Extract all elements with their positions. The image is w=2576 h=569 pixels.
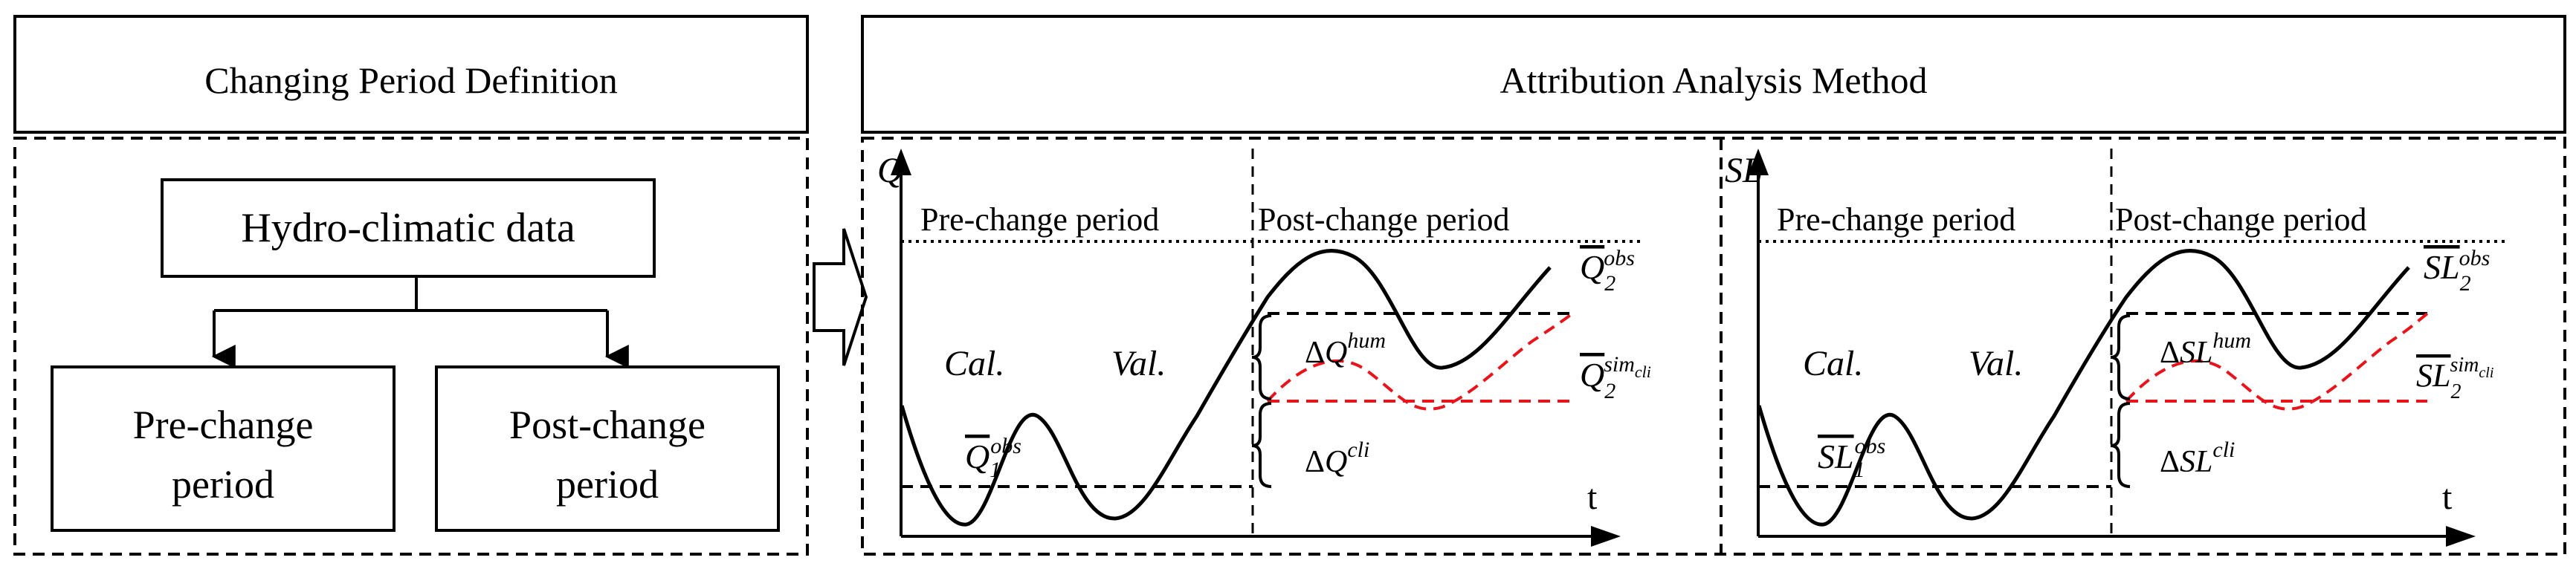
q-cli-brace [1251,402,1272,488]
q-hum-brace [1251,314,1272,400]
sl-cli-brace [2110,402,2131,488]
q-x-axis-arrowhead [1591,526,1621,547]
sl-post-change-label: Post-change period [2115,201,2366,238]
sl-axis-y-label: SL [1725,151,1763,190]
sl-axis-x-label: t [2442,478,2453,517]
sl-y-axis-arrowhead [1748,149,1769,175]
panel-sl: SL t Pre-change period Post-change perio… [1725,149,2505,547]
sl-hum-label: ΔSLhum [2160,328,2251,370]
right-header-title: Attribution Analysis Method [1500,59,1928,101]
q-obs2-label: Q2obs [1580,246,1635,296]
panel-q: Q t Pre-change period Post-change period… [877,149,1651,547]
q-sim2-label: Q2simcli [1580,352,1651,403]
left-header-title: Changing Period Definition [204,59,618,101]
section-arrow-icon [813,228,868,366]
sl-obs1-label: SL1obs [1818,434,1885,482]
q-y-axis-arrowhead [891,149,911,175]
hydro-climatic-data-label: Hydro-climatic data [241,205,575,251]
right-header-box [861,15,2566,134]
q-observed-curve [900,248,1552,527]
post-change-period-label: Post-change [509,403,706,447]
sl-hum-brace [2110,314,2131,400]
q-axis-x-label: t [1587,478,1598,517]
left-header-box [13,15,809,134]
hydro-climatic-data-box [161,178,656,278]
q-cal-label: Cal. [944,344,1004,383]
sl-obs2-label: SL2obs [2424,246,2490,296]
sl-cli-label: ΔSLcli [2160,438,2235,479]
q-cli-label: ΔQcli [1305,438,1369,479]
q-sim-curve [1266,312,1574,411]
pre-change-period-box [51,365,396,532]
post-change-period-label-line2: period [556,462,659,507]
pre-change-period-label-line2: period [172,462,274,507]
q-obs1-label: Q1obs [965,434,1021,482]
right-panel-dashed-border [861,137,2566,556]
post-change-period-box [435,365,780,532]
q-pre-change-label: Pre-change period [920,201,1159,238]
sl-observed-curve [1757,248,2410,527]
left-panel-dashed-border [13,137,809,556]
sl-x-axis-arrowhead [2446,526,2476,547]
q-val-label: Val. [1111,344,1166,383]
sl-sim2-label: SL2simcli [2416,354,2493,403]
sl-val-label: Val. [1969,344,2023,383]
pre-change-period-label: Pre-change [133,403,314,447]
sl-cal-label: Cal. [1803,344,1863,383]
sl-pre-change-label: Pre-change period [1777,201,2015,238]
sl-sim-curve [2125,312,2429,411]
q-axis-y-label: Q [877,151,903,190]
q-hum-label: ΔQhum [1305,328,1386,370]
q-post-change-label: Post-change period [1258,201,1509,238]
